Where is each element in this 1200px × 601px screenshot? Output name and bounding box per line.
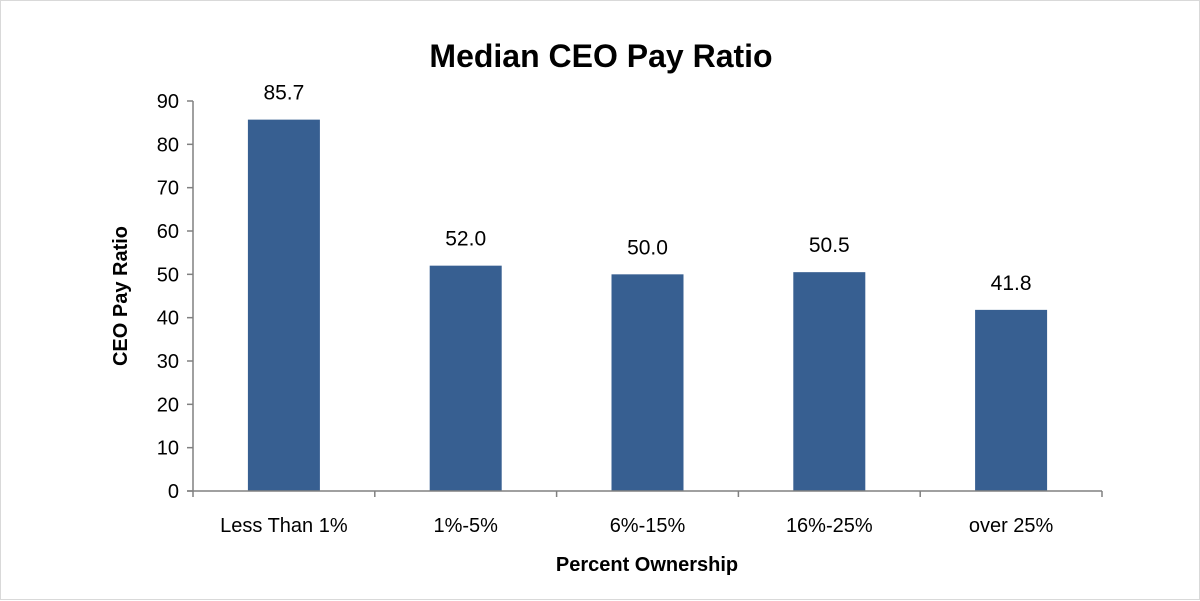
y-tick-label: 30	[157, 351, 179, 373]
data-label: 41.8	[991, 272, 1032, 295]
y-tick-label: 90	[157, 91, 179, 113]
x-axis-label: Percent Ownership	[556, 554, 738, 576]
plot-area: 0 10 20 30 40 50 60 70 80 90 85.7 Less Than 1% 52.0 1…	[157, 82, 1103, 537]
y-tick-label: 20	[157, 394, 179, 416]
y-tick-label: 0	[168, 481, 179, 503]
bar	[793, 272, 866, 491]
bar	[611, 274, 684, 491]
x-tick-label: 1%-5%	[433, 515, 498, 537]
data-label: 52.0	[445, 228, 486, 251]
y-tick-label: 40	[157, 308, 179, 330]
bar	[975, 309, 1048, 491]
bar	[429, 265, 502, 491]
data-label: 85.7	[263, 82, 304, 105]
y-tick-label: 80	[157, 134, 179, 156]
x-tick-label: 16%-25%	[786, 515, 873, 537]
data-label: 50.5	[809, 234, 850, 257]
y-tick-label: 10	[157, 438, 179, 460]
y-axis-label: CEO Pay Ratio	[110, 226, 132, 366]
chart-title: Median CEO Pay Ratio	[429, 38, 772, 74]
x-tick-label: 6%-15%	[610, 515, 686, 537]
bar	[247, 119, 320, 491]
data-label: 50.0	[627, 236, 668, 259]
y-tick-label: 50	[157, 264, 179, 286]
x-tick-label: over 25%	[969, 515, 1054, 537]
y-tick-label: 70	[157, 178, 179, 200]
x-tick-label: Less Than 1%	[220, 515, 348, 537]
y-tick-label: 60	[157, 221, 179, 243]
